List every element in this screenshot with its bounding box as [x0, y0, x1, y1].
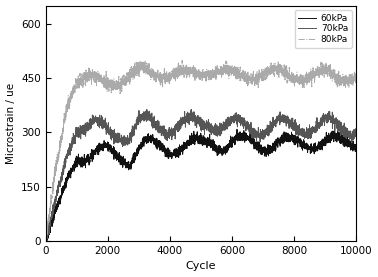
80kPa	[180, 59, 184, 62]
60kPa	[98, 141, 102, 145]
80kPa	[79, 77, 84, 80]
70kPa	[348, 134, 353, 137]
80kPa	[314, 72, 319, 76]
80kPa	[43, 245, 48, 249]
60kPa	[354, 144, 358, 147]
70kPa	[176, 130, 181, 133]
60kPa	[348, 145, 353, 148]
60kPa	[44, 241, 49, 244]
Legend: 60kPa, 70kPa, 80kPa: 60kPa, 70kPa, 80kPa	[294, 10, 352, 48]
X-axis label: Cycle: Cycle	[186, 261, 216, 271]
60kPa	[314, 147, 319, 150]
70kPa	[43, 242, 48, 245]
Line: 80kPa: 80kPa	[46, 60, 356, 247]
70kPa	[354, 133, 358, 136]
70kPa	[98, 121, 102, 124]
70kPa	[314, 123, 319, 126]
60kPa	[43, 234, 48, 237]
70kPa	[163, 131, 167, 135]
70kPa	[79, 128, 84, 131]
80kPa	[348, 73, 352, 76]
80kPa	[354, 75, 358, 78]
70kPa	[44, 243, 48, 246]
80kPa	[163, 80, 167, 83]
60kPa	[176, 146, 181, 149]
80kPa	[176, 76, 180, 79]
60kPa	[163, 150, 167, 153]
80kPa	[97, 73, 102, 77]
70kPa	[189, 108, 194, 111]
Line: 70kPa: 70kPa	[46, 109, 356, 245]
Y-axis label: Microstrain / ue: Microstrain / ue	[6, 83, 15, 164]
Line: 60kPa: 60kPa	[46, 129, 356, 243]
60kPa	[79, 160, 84, 163]
60kPa	[235, 128, 239, 131]
